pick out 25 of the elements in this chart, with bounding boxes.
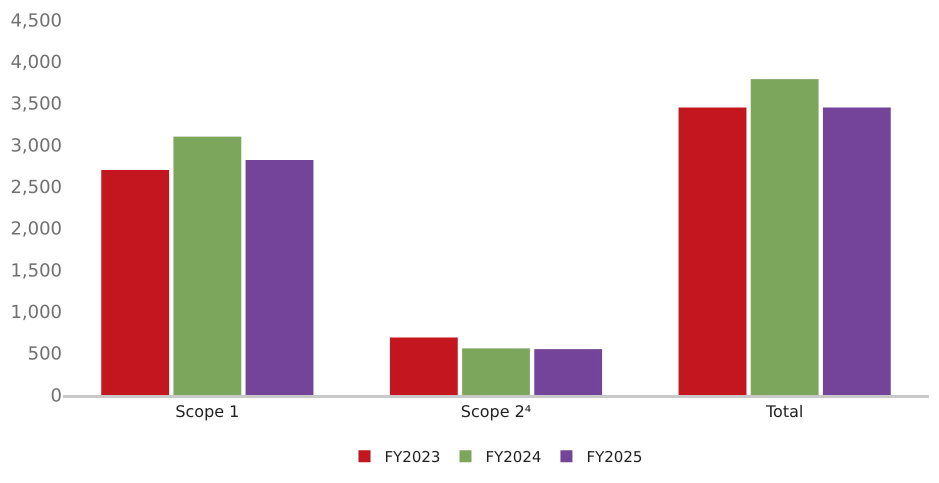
y-tick-label: 2,500 bbox=[10, 176, 62, 198]
x-tick-label: Total bbox=[764, 402, 804, 422]
bar bbox=[750, 79, 819, 395]
bar bbox=[534, 349, 602, 395]
bar bbox=[173, 136, 242, 395]
y-tick-label: 1,500 bbox=[10, 260, 62, 282]
bar bbox=[246, 160, 314, 395]
y-tick-label: 3,500 bbox=[10, 94, 62, 115]
bar bbox=[462, 348, 530, 395]
legend-label: FY2025 bbox=[586, 448, 642, 466]
legend-label: FY2023 bbox=[384, 448, 440, 466]
bar bbox=[822, 108, 891, 395]
y-tick-label: 0 bbox=[50, 385, 62, 406]
bar bbox=[678, 108, 746, 395]
y-tick-label: 500 bbox=[28, 344, 62, 365]
y-tick-label: 3,000 bbox=[10, 135, 62, 156]
x-tick-label: Scope 1 bbox=[175, 402, 240, 422]
bar bbox=[390, 338, 458, 395]
y-tick-label: 4,500 bbox=[10, 10, 62, 32]
legend-label: FY2024 bbox=[485, 448, 542, 466]
y-tick-label: 4,000 bbox=[10, 52, 62, 73]
bar bbox=[101, 170, 170, 395]
y-tick-label: 2,000 bbox=[10, 218, 62, 240]
x-tick-label: Scope 2⁴ bbox=[460, 402, 532, 422]
y-tick-label: 1,000 bbox=[10, 302, 62, 323]
